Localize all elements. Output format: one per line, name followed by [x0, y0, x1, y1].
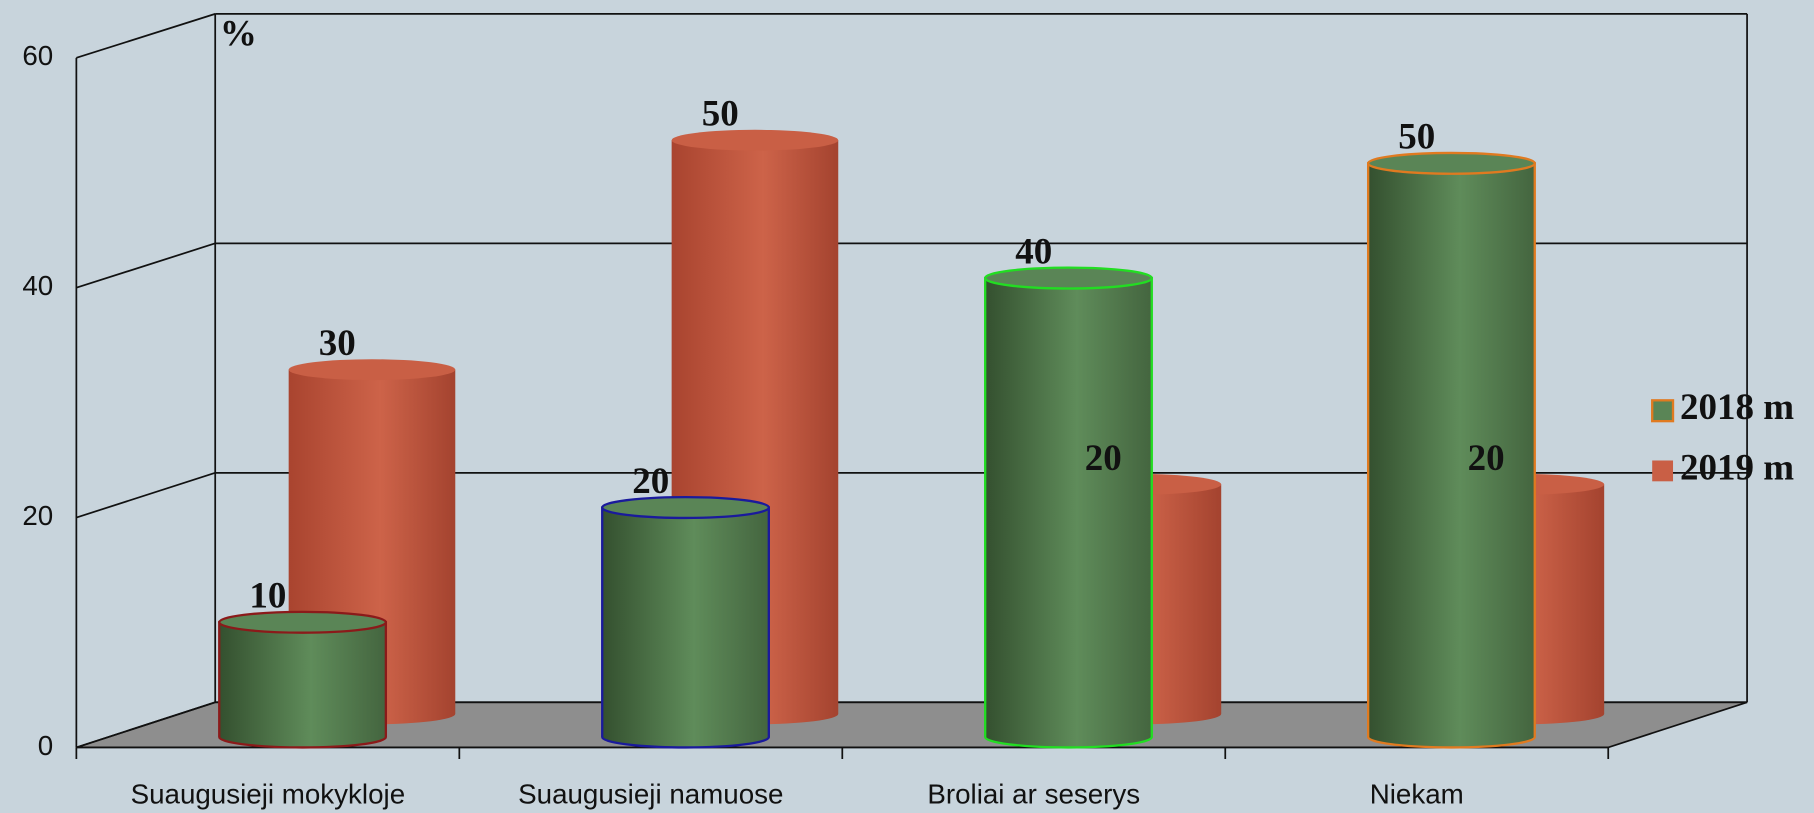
- cylinder-top: [601, 495, 770, 520]
- data-label: 40: [1015, 231, 1052, 272]
- cylinder: [601, 495, 770, 749]
- data-label: 20: [1085, 438, 1122, 479]
- cylinder-top: [288, 359, 456, 381]
- data-label: 30: [319, 323, 356, 364]
- cylinder-body: [1366, 162, 1536, 749]
- y-tick-label: 40: [22, 270, 53, 301]
- data-label: 50: [702, 94, 739, 135]
- y-axis-label: %: [220, 14, 257, 55]
- legend-swatch: [1652, 460, 1674, 482]
- legend-swatch: [1651, 399, 1675, 423]
- cylinder-top: [1366, 151, 1536, 175]
- x-tick-label: Suaugusieji mokykloje: [131, 778, 406, 809]
- grid-line: [76, 242, 216, 289]
- cylinder: [984, 266, 1153, 749]
- cylinder-body: [218, 621, 388, 749]
- y-tick-label: 20: [22, 500, 53, 531]
- grid-line: [76, 13, 216, 59]
- legend-label: 2019 m: [1680, 447, 1794, 488]
- grid-line: [76, 701, 216, 749]
- cylinder-body: [984, 276, 1153, 749]
- cylinder-top: [671, 129, 839, 151]
- cylinder-top: [218, 610, 388, 634]
- grid-line: [76, 472, 216, 519]
- data-label: 50: [1398, 117, 1435, 158]
- x-tick-label: Niekam: [1370, 778, 1464, 809]
- data-label: 20: [632, 461, 669, 502]
- x-tick-label: Broliai ar seserys: [927, 778, 1140, 809]
- y-tick-label: 0: [38, 730, 53, 761]
- x-tick-label: Suaugusieji namuose: [518, 778, 783, 809]
- data-label: 10: [249, 576, 286, 617]
- y-tick-label: 60: [22, 40, 53, 71]
- plot-area: % 0 20 40 60 Suaugusieji mokykloje Suaugusiej…: [22, 13, 1794, 809]
- cylinder: [1366, 151, 1536, 749]
- data-label: 20: [1468, 438, 1505, 479]
- cylinder-body: [601, 506, 770, 749]
- cylinder: [218, 610, 388, 749]
- legend-label: 2018 m: [1680, 387, 1794, 428]
- cylinder-top: [984, 266, 1153, 290]
